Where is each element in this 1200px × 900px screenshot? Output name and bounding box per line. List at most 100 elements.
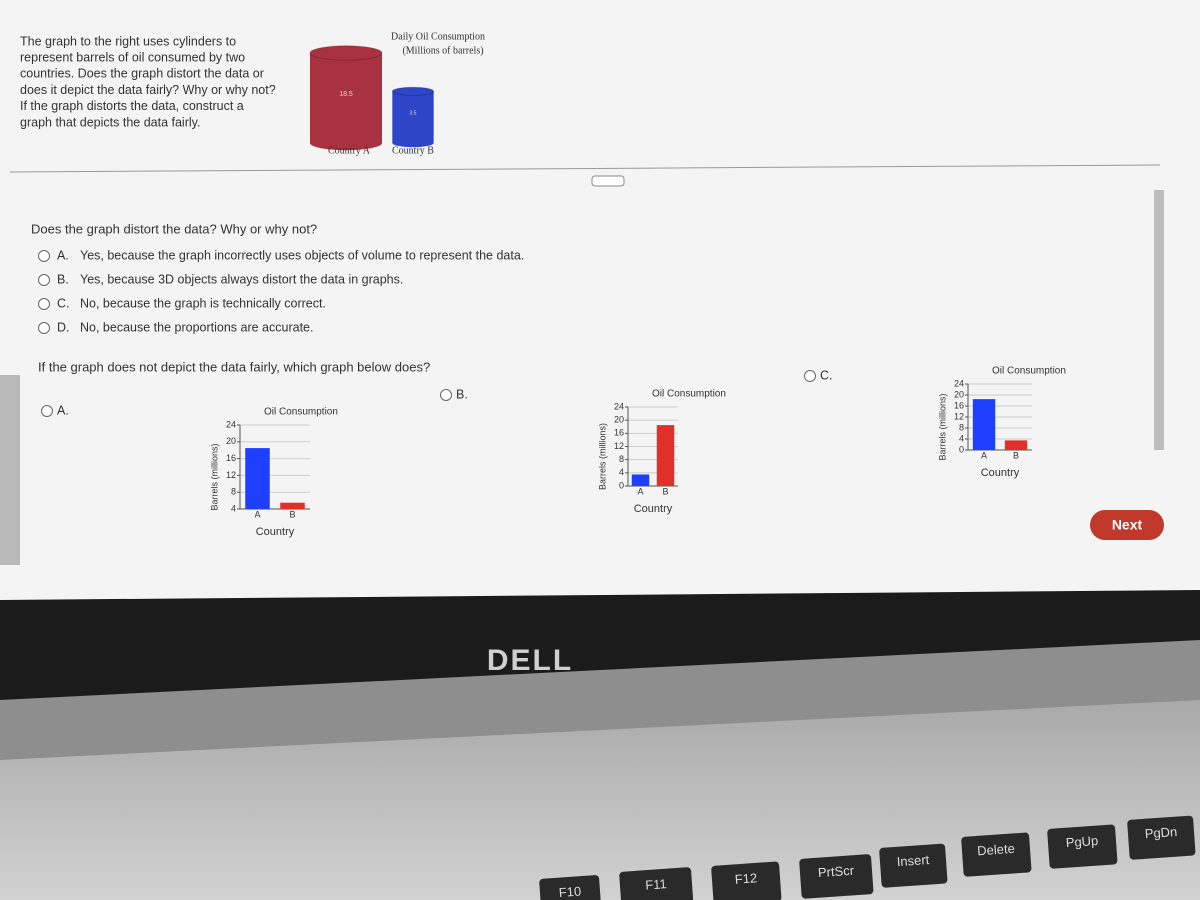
x-tick-label: A — [254, 509, 260, 519]
mini-chart-title: Oil Consumption — [652, 389, 726, 400]
key-label: PrtScr — [817, 863, 855, 881]
figure-subtitle: (Millions of barrels) — [402, 45, 483, 56]
y-tick-label: 4 — [231, 503, 236, 513]
x-axis-label: Country — [981, 467, 1020, 479]
y-axis-label: Barrels (millions) — [937, 393, 947, 460]
cylinder-bottom — [392, 138, 434, 148]
key-label: F10 — [558, 884, 581, 900]
cylinder-label: 3.5 — [410, 110, 417, 116]
key-label: F12 — [734, 870, 757, 887]
cylinder-bottom — [310, 135, 382, 151]
key — [711, 861, 782, 900]
y-tick-label: 20 — [226, 436, 236, 446]
y-tick-label: 4 — [619, 467, 624, 477]
cylinder-category: Country A — [328, 145, 371, 156]
prompt-line: graph that depicts the data fairly. — [20, 115, 200, 129]
option-text: Yes, because the graph incorrectly uses … — [80, 248, 524, 262]
prompt-line: The graph to the right uses cylinders to — [20, 34, 236, 48]
bar — [1004, 440, 1028, 450]
bar — [245, 448, 270, 509]
cylinder — [309, 45, 383, 151]
radio-button[interactable] — [38, 298, 50, 310]
option-letter: D. — [57, 320, 70, 334]
x-tick-label: A — [981, 450, 987, 460]
y-tick-label: 20 — [614, 415, 624, 425]
y-tick-label: 12 — [954, 411, 964, 421]
bar — [280, 502, 305, 509]
cylinder-top — [391, 86, 435, 96]
bar — [631, 474, 650, 486]
x-axis-label: Country — [256, 526, 295, 538]
cylinder-category: Country B — [392, 145, 434, 156]
y-tick-label: 16 — [614, 428, 624, 438]
question-1: Does the graph distort the data? Why or … — [31, 221, 317, 236]
radio-button[interactable] — [38, 322, 50, 334]
y-tick-label: 0 — [959, 444, 964, 454]
y-axis-label: Barrels (millions) — [597, 423, 607, 490]
y-tick-label: 8 — [231, 487, 236, 497]
brand-logo: DELL — [487, 644, 573, 677]
key-label: PgUp — [1065, 833, 1098, 850]
radio-button[interactable] — [38, 250, 50, 262]
prompt-line: If the graph distorts the data, construc… — [20, 99, 244, 113]
cylinder-top — [309, 45, 383, 61]
radio-button[interactable] — [440, 389, 452, 401]
option-letter: A. — [57, 403, 69, 417]
cylinder-label: 18.5 — [339, 91, 353, 98]
prompt-line: does it depict the data fairly? Why or w… — [20, 83, 276, 97]
y-axis-label: Barrels (millions) — [209, 443, 219, 510]
scrollbar — [1154, 190, 1164, 450]
option-letter: B. — [57, 272, 69, 286]
key — [619, 867, 694, 900]
y-tick-label: 20 — [954, 389, 964, 399]
y-tick-label: 0 — [619, 480, 624, 490]
cylinder-body — [392, 91, 434, 143]
option-text: Yes, because 3D objects always distort t… — [80, 272, 403, 286]
key — [539, 875, 602, 900]
question-2: If the graph does not depict the data fa… — [38, 359, 430, 374]
key-label: Insert — [896, 852, 930, 869]
y-tick-label: 4 — [959, 433, 964, 443]
y-tick-label: 8 — [959, 422, 964, 432]
separator — [9, 164, 1161, 173]
option-letter: B. — [456, 387, 468, 401]
screen — [0, 0, 1200, 600]
cylinder — [391, 86, 435, 148]
x-tick-label: B — [289, 509, 295, 519]
expand-button[interactable] — [591, 175, 625, 187]
option-letter: C. — [820, 368, 833, 382]
option-letter: A. — [57, 248, 69, 262]
y-tick-label: 16 — [954, 400, 964, 410]
y-tick-label: 12 — [226, 470, 236, 480]
key-label: F11 — [645, 876, 667, 892]
prompt-line: represent barrels of oil consumed by two — [20, 50, 245, 64]
radio-button[interactable] — [804, 370, 816, 382]
y-tick-label: 8 — [619, 454, 624, 464]
y-tick-label: 24 — [226, 419, 236, 429]
side-bar — [0, 375, 20, 565]
key — [1127, 815, 1196, 860]
cylinder-body — [310, 53, 382, 143]
key-label: PgDn — [1144, 824, 1177, 841]
mini-chart-title: Oil Consumption — [264, 407, 338, 418]
key — [799, 854, 874, 899]
y-tick-label: 12 — [614, 441, 624, 451]
radio-button[interactable] — [38, 274, 50, 286]
next-button[interactable] — [1090, 510, 1164, 540]
bar — [656, 425, 675, 486]
key-label: Delete — [977, 841, 1016, 859]
key — [1047, 824, 1118, 869]
x-tick-label: B — [1013, 450, 1019, 460]
radio-button[interactable] — [41, 405, 53, 417]
key — [879, 843, 948, 888]
next-label[interactable]: Next — [1112, 517, 1143, 533]
prompt-line: countries. Does the graph distort the da… — [20, 67, 264, 81]
option-text: No, because the graph is technically cor… — [80, 296, 326, 310]
option-text: No, because the proportions are accurate… — [80, 320, 313, 334]
x-axis-label: Country — [634, 503, 673, 515]
y-tick-label: 24 — [614, 401, 624, 411]
x-tick-label: B — [662, 486, 668, 496]
figure-title: Daily Oil Consumption — [391, 31, 485, 42]
